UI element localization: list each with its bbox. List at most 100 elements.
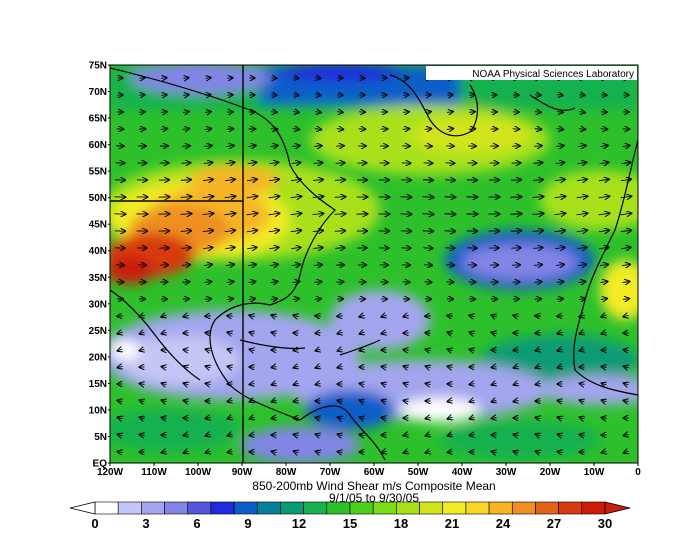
wind-vector bbox=[118, 366, 123, 367]
wind-vector bbox=[337, 78, 342, 79]
wind-vector bbox=[535, 95, 540, 96]
wind-vector bbox=[225, 162, 235, 163]
colorbar-swatch bbox=[210, 501, 235, 515]
wind-vector bbox=[424, 129, 432, 130]
wind-vector bbox=[535, 316, 541, 317]
wind-vector bbox=[470, 417, 475, 419]
wind-vector bbox=[556, 282, 563, 283]
longitude-labels: 120W 110W 100W 90W 80W 70W 60W 50W 40W 30W 20W 10W 0 bbox=[97, 463, 641, 478]
wind-vector bbox=[338, 366, 343, 367]
wind-vector bbox=[184, 383, 189, 385]
wind-vector bbox=[294, 400, 299, 401]
colorbar-swatch bbox=[396, 501, 420, 515]
wind-vector bbox=[247, 264, 256, 265]
wind-vector bbox=[600, 299, 607, 300]
boundaries bbox=[110, 65, 244, 463]
lon-label: 120W bbox=[97, 467, 124, 478]
wind-vector bbox=[202, 196, 214, 197]
lat-label: 55N bbox=[89, 167, 107, 178]
wind-vector bbox=[403, 95, 408, 96]
wind-vector bbox=[622, 145, 630, 146]
wind-vector bbox=[556, 299, 563, 300]
wind-vector bbox=[556, 129, 564, 130]
wind-vector bbox=[228, 349, 233, 351]
colorbar-swatch bbox=[280, 501, 304, 515]
wind-vector bbox=[558, 349, 563, 351]
colorbar-labels: 0 3 6 9 12 15 18 21 24 27 30 bbox=[91, 516, 612, 531]
wind-vector bbox=[448, 400, 453, 401]
wind-vector bbox=[621, 264, 630, 265]
wind-vector bbox=[312, 230, 323, 231]
wind-vector bbox=[536, 451, 541, 453]
wind-vector bbox=[246, 179, 257, 180]
wind-vector bbox=[204, 299, 211, 300]
wind-vector bbox=[360, 435, 365, 436]
wind-vector bbox=[247, 247, 256, 248]
wind-vector bbox=[224, 230, 235, 231]
wind-vector bbox=[315, 112, 321, 113]
wind-vector bbox=[205, 78, 210, 79]
lat-label: 65N bbox=[89, 114, 107, 125]
wind-vector bbox=[470, 384, 475, 385]
wind-vector bbox=[492, 451, 497, 452]
wind-vector bbox=[184, 451, 189, 453]
wind-vector bbox=[250, 435, 255, 436]
wind-vector bbox=[579, 315, 584, 317]
lat-label: 75N bbox=[89, 61, 107, 72]
wind-vector bbox=[314, 146, 322, 147]
wind-vector bbox=[448, 434, 453, 436]
wind-vector bbox=[514, 434, 519, 435]
wind-vector bbox=[600, 145, 608, 146]
wind-vector bbox=[291, 162, 301, 163]
lon-label: 50W bbox=[408, 467, 429, 478]
wind-vector bbox=[360, 400, 365, 402]
wind-vector bbox=[246, 213, 258, 215]
wind-vector bbox=[206, 451, 211, 453]
colorbar-label: 21 bbox=[445, 516, 459, 531]
wind-vector bbox=[621, 247, 630, 248]
wind-vector bbox=[272, 367, 277, 368]
wind-vector bbox=[470, 332, 475, 334]
wind-vector bbox=[118, 349, 123, 351]
wind-vector bbox=[314, 282, 321, 283]
wind-vector bbox=[182, 129, 189, 130]
wind-vector bbox=[580, 349, 585, 350]
lon-label: 40W bbox=[452, 467, 473, 478]
wind-vector bbox=[334, 180, 345, 181]
wind-vector bbox=[599, 264, 608, 265]
wind-vector bbox=[247, 162, 257, 163]
wind-vector bbox=[272, 418, 277, 419]
lat-label: 20N bbox=[89, 352, 107, 363]
colorbar-min-arrow bbox=[69, 501, 96, 515]
wind-vector bbox=[580, 435, 585, 436]
wind-vector bbox=[598, 213, 610, 215]
wind-vector bbox=[118, 417, 123, 419]
lon-label: 0 bbox=[635, 467, 641, 478]
wind-vector bbox=[334, 197, 346, 198]
wind-vector bbox=[513, 350, 518, 351]
colorbar-label: 6 bbox=[193, 516, 200, 531]
wind-vector bbox=[228, 417, 233, 419]
wind-vector bbox=[533, 265, 542, 266]
wind-vector bbox=[312, 196, 324, 197]
wind-vector bbox=[623, 315, 628, 317]
wind-vector bbox=[446, 129, 454, 130]
wind-vector bbox=[469, 95, 474, 96]
wind-vector bbox=[162, 400, 167, 402]
wind-vector bbox=[204, 129, 212, 130]
wind-vector bbox=[514, 400, 519, 401]
lon-label: 60W bbox=[364, 467, 385, 478]
wind-vector bbox=[532, 214, 544, 215]
wind-vector bbox=[226, 282, 233, 283]
wind-vector bbox=[425, 95, 430, 96]
wind-vector bbox=[335, 248, 344, 249]
colorbar-swatch bbox=[535, 501, 559, 515]
wind-vector bbox=[248, 145, 256, 146]
wind-vector bbox=[576, 196, 588, 198]
wind-vector bbox=[602, 418, 607, 419]
wind-vector bbox=[532, 231, 543, 232]
wind-vector bbox=[312, 180, 323, 181]
wind-vector bbox=[620, 213, 632, 215]
wind-vector bbox=[577, 264, 586, 265]
wind-vector bbox=[160, 129, 168, 130]
